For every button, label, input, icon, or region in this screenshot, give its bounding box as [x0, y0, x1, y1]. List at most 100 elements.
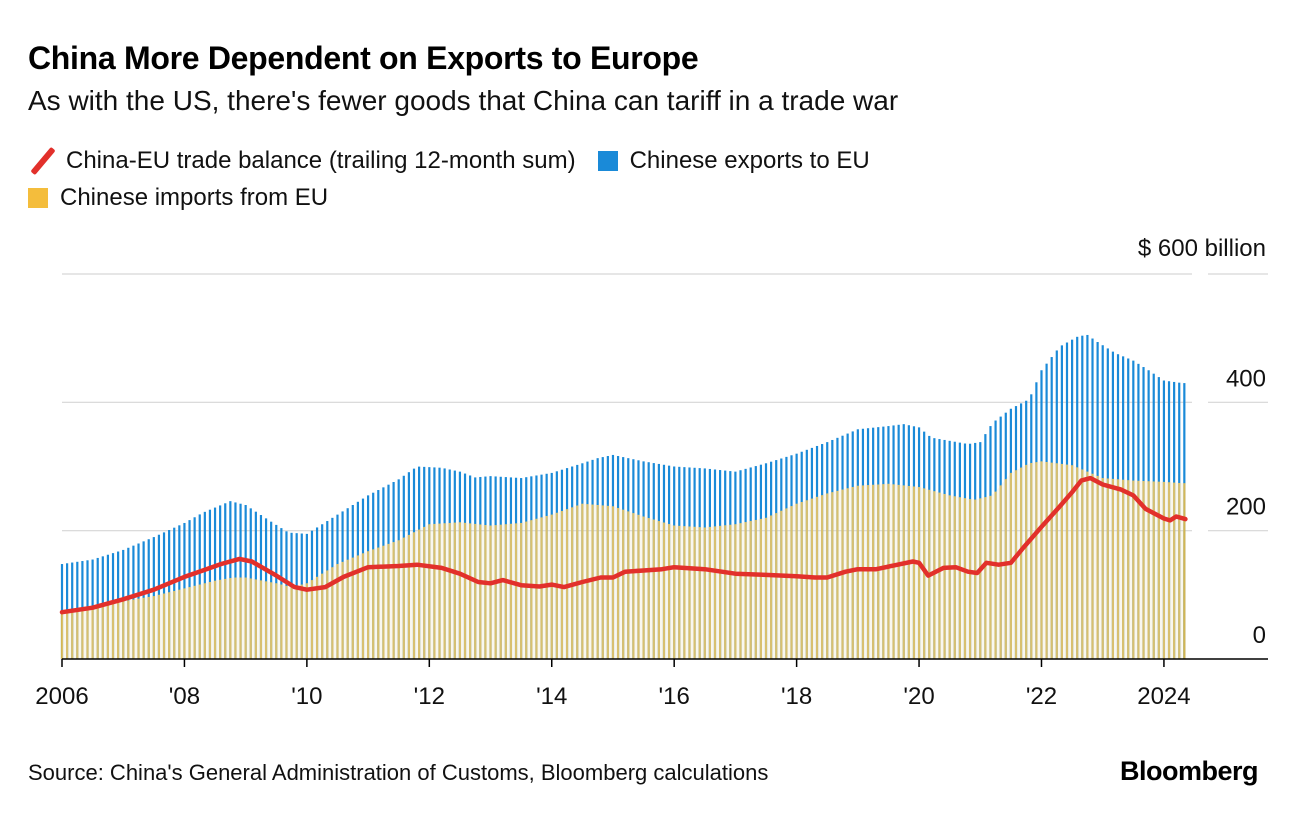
- import-bar: [892, 484, 895, 659]
- import-bar: [1019, 467, 1023, 659]
- x-tick-label: '18: [781, 683, 812, 710]
- import-bar: [122, 601, 125, 659]
- import-bar: [1040, 461, 1043, 659]
- import-bar: [366, 551, 370, 659]
- import-bar: [264, 581, 268, 659]
- x-tick-label: 2024: [1137, 683, 1190, 710]
- import-bar: [469, 523, 472, 659]
- import-bar: [943, 493, 946, 659]
- import-bar: [418, 529, 421, 659]
- import-bar: [198, 584, 201, 659]
- import-bar: [387, 543, 390, 659]
- import-bar: [428, 524, 431, 659]
- import-bar: [315, 576, 319, 659]
- import-bar: [351, 557, 354, 659]
- import-bar: [764, 517, 768, 659]
- import-bar: [984, 497, 987, 659]
- import-bar: [1091, 473, 1094, 659]
- import-bar: [520, 522, 523, 659]
- import-bar: [1030, 462, 1033, 659]
- import-bar: [305, 583, 308, 659]
- x-tick-label: '22: [1026, 683, 1057, 710]
- chart-subtitle: As with the US, there's fewer goods that…: [28, 85, 899, 116]
- import-bar: [902, 485, 905, 659]
- import-bar: [336, 564, 339, 659]
- import-bar: [270, 582, 273, 659]
- import-bar: [713, 526, 717, 659]
- import-bar: [627, 511, 630, 659]
- import-bar: [795, 503, 798, 659]
- import-bar: [989, 495, 992, 659]
- import-bar: [718, 525, 722, 659]
- import-bar: [188, 587, 191, 659]
- import-bar: [1157, 481, 1160, 659]
- import-bar: [887, 483, 890, 659]
- import-bar: [1004, 479, 1007, 659]
- trade-balance-line: [59, 475, 1188, 615]
- import-bar: [101, 605, 104, 659]
- legend-label-imports: Chinese imports from EU: [60, 184, 329, 211]
- x-tick-label: '12: [414, 683, 445, 710]
- import-bar: [162, 593, 166, 659]
- import-bar: [229, 578, 232, 659]
- import-bar: [1025, 464, 1028, 659]
- import-bar: [1106, 478, 1109, 659]
- import-bar: [683, 526, 686, 659]
- legend-label-exports: Chinese exports to EU: [629, 147, 870, 174]
- import-bar: [688, 526, 691, 659]
- import-bar: [453, 522, 456, 659]
- import-bar: [71, 609, 74, 659]
- import-bar: [402, 537, 405, 659]
- import-bar: [866, 485, 870, 659]
- import-bar: [331, 567, 334, 659]
- import-bar: [168, 592, 171, 659]
- import-bar: [157, 594, 161, 659]
- import-bar: [504, 524, 507, 659]
- import-bar: [622, 509, 625, 659]
- import-bar: [861, 485, 865, 659]
- x-tick-label: '16: [659, 683, 690, 710]
- import-bar: [601, 505, 604, 659]
- y-tick-label: $ 600 billion: [1138, 235, 1266, 262]
- import-bar: [474, 523, 477, 659]
- import-bar: [805, 500, 808, 659]
- import-bar: [438, 523, 441, 659]
- import-bar: [1132, 480, 1135, 659]
- import-bar: [938, 492, 941, 659]
- import-bar: [963, 498, 967, 659]
- import-bar: [759, 518, 763, 659]
- import-bar: [968, 499, 972, 659]
- import-bar: [310, 580, 314, 659]
- import-bar: [642, 516, 645, 659]
- import-bar: [851, 487, 854, 659]
- import-bar: [1096, 475, 1099, 659]
- import-bar: [749, 521, 752, 659]
- legend-row-2: Chinese imports from EU: [28, 184, 350, 212]
- y-tick-label: 0: [1253, 622, 1266, 649]
- import-bar: [703, 527, 706, 659]
- import-bar: [494, 525, 497, 659]
- import-bar: [372, 549, 375, 659]
- import-bar: [142, 597, 145, 659]
- x-tick-label: '20: [903, 683, 934, 710]
- import-bar: [1035, 462, 1038, 659]
- import-bar: [999, 485, 1002, 659]
- import-bar: [254, 579, 257, 659]
- import-bar: [708, 526, 711, 659]
- import-bar: [1173, 482, 1176, 659]
- import-bar: [127, 600, 130, 659]
- import-bar: [698, 527, 701, 659]
- import-bar: [377, 547, 380, 659]
- import-bar: [1081, 469, 1084, 659]
- import-bar: [525, 521, 528, 659]
- import-bar: [484, 524, 487, 659]
- import-bar: [780, 510, 783, 659]
- import-bar: [259, 580, 263, 659]
- import-bar: [509, 523, 513, 659]
- import-bar: [1162, 481, 1166, 659]
- import-bar: [673, 525, 676, 659]
- import-bar: [974, 499, 977, 659]
- import-bar: [1065, 464, 1069, 659]
- import-bar: [183, 588, 186, 659]
- y-tick-label: 400: [1226, 365, 1266, 392]
